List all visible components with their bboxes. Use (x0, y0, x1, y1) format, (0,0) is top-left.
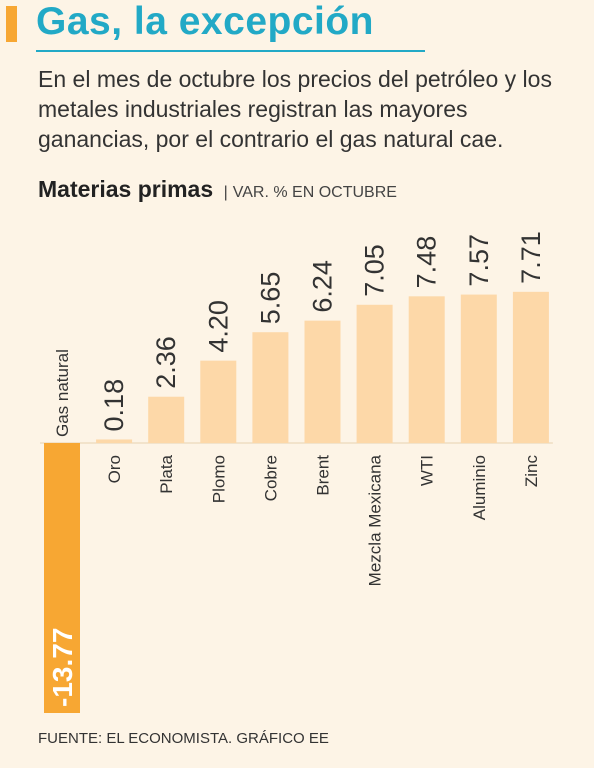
bar-zinc (512, 291, 549, 443)
chart-heading: Materias primas | VAR. % EN OCTUBRE (38, 176, 397, 203)
category-label-aluminio: Aluminio (470, 455, 489, 520)
category-label-zinc: Zinc (522, 455, 541, 488)
chart-unit-label: | VAR. % EN OCTUBRE (224, 184, 397, 201)
bar-oro (96, 439, 133, 443)
bar-aluminio (460, 294, 497, 443)
value-label-gas-natural: -13.77 (47, 628, 78, 707)
bar-plata (148, 396, 185, 443)
chart-unit-separator: | (223, 184, 228, 201)
bar-wti (408, 296, 445, 443)
bar-plomo (200, 360, 237, 443)
value-label-plata: 2.36 (151, 336, 181, 389)
value-label-brent: 6.24 (308, 260, 338, 313)
chart-title: Materias primas (38, 176, 214, 202)
bar-mezcla-mexicana (356, 304, 393, 443)
category-label-wti: WTI (418, 455, 437, 486)
title-accent-bar (6, 6, 17, 42)
source-note: FUENTE: EL ECONOMISTA. GRÁFICO EE (38, 730, 329, 747)
bar-gas-natural (44, 443, 80, 713)
page-subtitle: En el mes de octubre los precios del pet… (38, 66, 552, 152)
title-underline (36, 50, 425, 52)
bar-brent (304, 320, 341, 443)
category-label-mezcla-mexicana: Mezcla Mexicana (366, 454, 385, 586)
bar-cobre (252, 332, 289, 443)
category-label-brent: Brent (314, 455, 333, 496)
value-label-plomo: 4.20 (203, 300, 233, 353)
category-label-cobre: Cobre (261, 455, 280, 501)
value-label-cobre: 5.65 (255, 272, 285, 325)
category-label-plata: Plata (157, 454, 176, 493)
category-label-oro: Oro (105, 455, 124, 483)
chart-unit-text: VAR. % EN OCTUBRE (232, 184, 397, 201)
value-label-oro: 0.18 (99, 379, 129, 432)
value-label-zinc: 7.71 (516, 231, 546, 284)
category-label-plomo: Plomo (209, 455, 228, 503)
value-label-aluminio: 7.57 (464, 234, 494, 287)
value-label-mezcla-mexicana: 7.05 (360, 244, 390, 297)
category-label-gas-natural: Gas natural (53, 349, 72, 437)
value-label-wti: 7.48 (412, 236, 442, 289)
page-title: Gas, la excepción (36, 0, 375, 43)
